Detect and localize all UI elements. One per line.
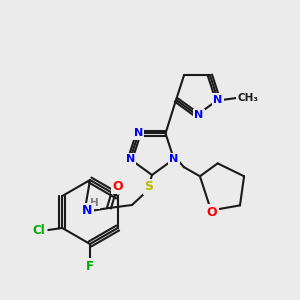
Text: N: N xyxy=(82,205,92,218)
Text: S: S xyxy=(145,181,154,194)
Text: Cl: Cl xyxy=(32,224,45,236)
Text: N: N xyxy=(125,154,135,164)
Text: N: N xyxy=(134,128,143,138)
Text: N: N xyxy=(169,154,178,164)
Text: O: O xyxy=(113,179,123,193)
Text: N: N xyxy=(194,110,204,120)
Text: O: O xyxy=(207,206,218,219)
Text: F: F xyxy=(86,260,94,272)
Text: H: H xyxy=(90,198,98,208)
Text: CH₃: CH₃ xyxy=(237,93,258,103)
Text: N: N xyxy=(213,95,223,105)
